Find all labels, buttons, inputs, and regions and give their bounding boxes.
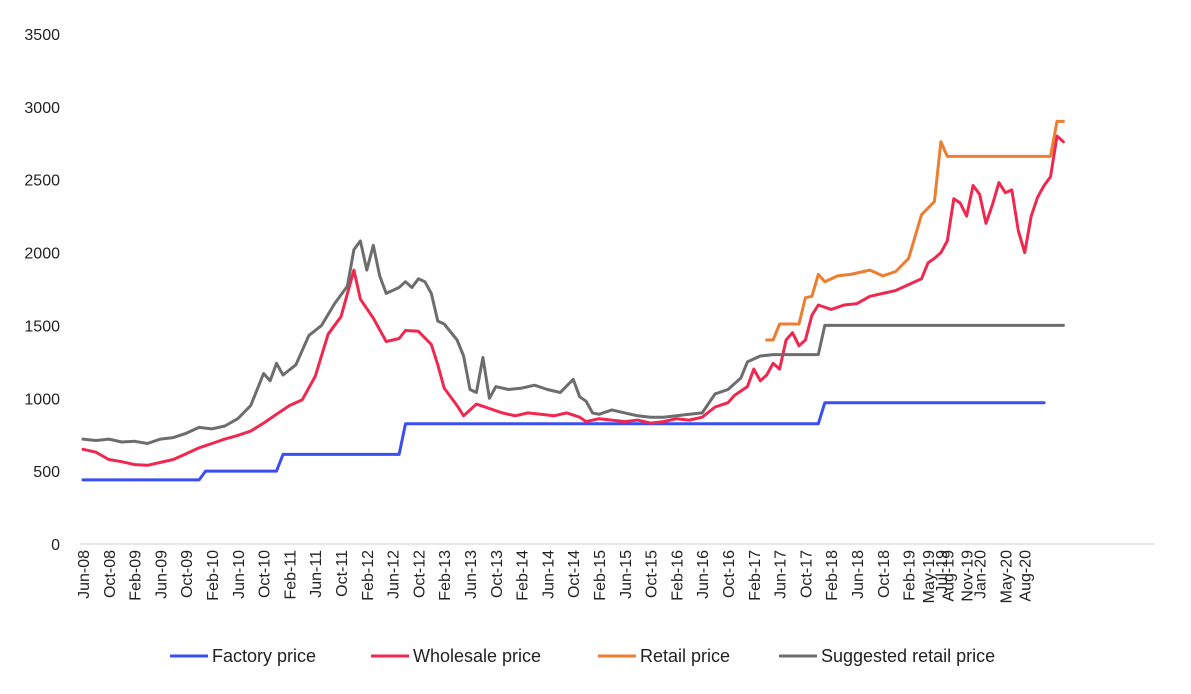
x-axis: Jun-08 Oct-08 Feb-09 Jun-09 Oct-09 Feb-10 Jun-… — [76, 543, 1155, 603]
x-tick-label: Nov-19 — [960, 550, 977, 602]
y-tick-label: 500 — [33, 464, 60, 481]
y-tick-label: 1500 — [24, 318, 60, 335]
y-tick-label: 2000 — [24, 246, 60, 263]
x-tick-label: Oct-17 — [798, 550, 815, 598]
legend-label: Factory price — [212, 646, 316, 666]
legend-label: Retail price — [640, 646, 730, 666]
x-tick-label: Feb-10 — [205, 550, 222, 601]
x-tick-label: Jun-08 — [76, 550, 93, 599]
series-lines — [81, 119, 1065, 482]
series-line-factory-price — [81, 401, 1046, 482]
y-tick-label: 3500 — [24, 27, 60, 44]
x-tick-label: Oct-09 — [179, 550, 196, 598]
x-tick-label: Oct-08 — [102, 550, 119, 598]
x-tick-label: Feb-12 — [360, 550, 377, 601]
x-tick-label: Jun-14 — [540, 550, 557, 599]
x-tick-label: Jun-16 — [695, 550, 712, 599]
x-tick-label: Feb-15 — [592, 550, 609, 601]
y-tick-label: 3000 — [24, 100, 60, 117]
x-tick-label: Jan-20 — [973, 550, 990, 599]
x-tick-label: Aug-20 — [1018, 550, 1035, 602]
x-tick-label: Feb-09 — [128, 550, 145, 601]
x-tick-label: Feb-13 — [437, 550, 454, 601]
x-tick-label: Aug-19 — [940, 550, 957, 602]
x-tick-label: Oct-15 — [644, 550, 661, 598]
x-tick-label: Jul-19 — [934, 550, 951, 594]
legend-label: Suggested retail price — [821, 646, 995, 666]
series-line-retail-price — [765, 119, 1065, 342]
x-tick-label: Feb-16 — [669, 550, 686, 601]
x-tick-label: Feb-19 — [902, 550, 919, 601]
legend: Factory price Wholesale price Retail price… — [170, 646, 995, 666]
series-line-wholesale-price — [81, 134, 1065, 467]
y-tick-label: 1000 — [24, 391, 60, 408]
x-tick-label: Jun-12 — [386, 550, 403, 599]
x-tick-label: May-19 — [921, 550, 938, 603]
x-tick-label: Oct-12 — [411, 550, 428, 598]
x-tick-label: Oct-10 — [257, 550, 274, 598]
y-tick-label: 2500 — [24, 173, 60, 190]
x-tick-label: Oct-13 — [489, 550, 506, 598]
x-tick-label: Oct-11 — [334, 550, 351, 597]
y-axis-tick-labels: 0 500 1000 1500 2000 2500 3000 3500 — [24, 27, 60, 554]
x-tick-label: Jun-10 — [231, 550, 248, 599]
x-tick-label: Oct-14 — [566, 550, 583, 598]
x-tick-label: Feb-14 — [515, 550, 532, 601]
x-tick-label: Oct-18 — [876, 550, 893, 598]
x-tick-label: Feb-18 — [824, 550, 841, 601]
x-tick-label: May-20 — [998, 550, 1015, 603]
y-tick-label: 0 — [51, 537, 60, 554]
x-tick-label: Jun-09 — [153, 550, 170, 599]
series-line-suggested-retail-price — [81, 239, 1065, 445]
x-tick-label: Feb-17 — [747, 550, 764, 601]
x-tick-label: Jun-18 — [850, 550, 867, 599]
x-tick-label: Jun-13 — [463, 550, 480, 599]
x-tick-label: Jun-11 — [308, 550, 325, 598]
x-tick-label: Jun-15 — [618, 550, 635, 599]
x-tick-label: Feb-11 — [282, 550, 299, 600]
x-tick-label: Oct-16 — [721, 550, 738, 598]
x-tick-label: Jun-17 — [773, 550, 790, 599]
legend-label: Wholesale price — [413, 646, 541, 666]
